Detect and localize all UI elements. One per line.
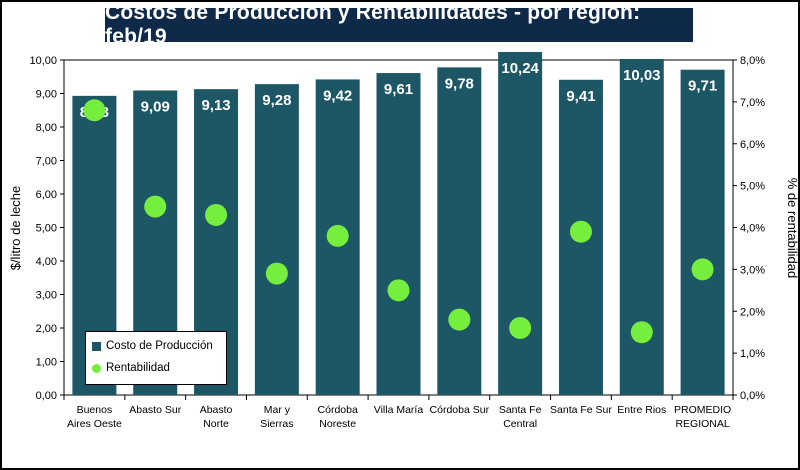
rentabilidad-point (569, 220, 592, 243)
y2-tick-label: 1,0% (740, 348, 765, 360)
category-label: Córdoba (318, 404, 358, 416)
rentabilidad-point (83, 99, 106, 122)
category-label: Central (503, 418, 537, 430)
legend-label-cost: Costo de Producción (106, 340, 213, 352)
bar-value-label: 9,41 (566, 88, 595, 105)
y-tick-label: 7,00 (36, 156, 57, 168)
y-tick-label: 3,00 (36, 290, 57, 302)
category-label: PROMEDIO (674, 404, 731, 416)
category-label: Abasto Sur (129, 404, 181, 416)
y2-axis-title: % de rentabilidad (785, 178, 800, 278)
bar-value-label: 9,71 (688, 78, 717, 95)
y-tick-label: 1,00 (36, 357, 57, 369)
category-label: Noreste (319, 418, 356, 430)
rentabilidad-point (448, 308, 471, 331)
y2-tick-label: 2,0% (740, 306, 765, 318)
bar (619, 58, 664, 396)
y-axis-title: $/litro de leche (8, 186, 23, 271)
legend-label-rentabilidad: Rentabilidad (106, 362, 170, 374)
legend: Costo de Producción Rentabilidad (85, 331, 227, 385)
category-label: Norte (203, 418, 229, 430)
rentabilidad-point (630, 321, 653, 344)
category-label: Santa Fe Sur (550, 404, 612, 416)
category-label: Abasto (200, 404, 233, 416)
y2-tick-label: 8,0% (740, 55, 765, 67)
bar (376, 73, 421, 395)
y-tick-label: 10,00 (29, 55, 57, 67)
y-tick-label: 4,00 (36, 256, 57, 268)
y2-tick-label: 5,0% (740, 181, 765, 193)
bar (254, 84, 299, 396)
rentabilidad-point (205, 203, 228, 226)
rentabilidad-point (509, 317, 532, 339)
y2-tick-label: 6,0% (740, 139, 765, 151)
rentabilidad-point (265, 262, 288, 285)
rentabilidad-point (691, 258, 714, 281)
bar (437, 67, 482, 396)
bar-value-label: 9,61 (384, 81, 413, 98)
bar-value-label: 9,13 (201, 97, 230, 114)
category-label: Villa María (374, 404, 424, 416)
rentabilidad-point (326, 224, 349, 247)
y2-tick-label: 7,0% (740, 97, 765, 109)
rentabilidad-point (144, 195, 167, 218)
y-tick-label: 5,00 (36, 223, 57, 235)
legend-swatch-cost (92, 341, 101, 351)
category-label: Buenos (77, 404, 113, 416)
category-label: Santa Fe (499, 404, 542, 416)
y-tick-label: 0,00 (36, 390, 57, 402)
bar-value-label: 9,42 (323, 87, 352, 104)
category-label: Mar y (264, 404, 291, 416)
bar-value-label: 10,03 (623, 67, 661, 84)
y-tick-label: 8,00 (36, 122, 57, 134)
bar-value-label: 9,09 (141, 98, 170, 115)
y2-tick-label: 3,0% (740, 264, 765, 276)
y-tick-label: 6,00 (36, 189, 57, 201)
y-tick-label: 2,00 (36, 323, 57, 335)
bar-value-label: 10,24 (501, 60, 539, 77)
y2-tick-label: 4,0% (740, 223, 765, 235)
category-label: Entre Rios (617, 404, 666, 416)
bar (498, 51, 543, 396)
y2-tick-label: 0,0% (740, 390, 765, 402)
category-label: Córdoba Sur (430, 404, 490, 416)
category-label: Aires Oeste (67, 418, 122, 430)
bar-value-label: 9,28 (262, 92, 291, 109)
category-label: REGIONAL (675, 418, 729, 430)
y-tick-label: 9,00 (36, 89, 57, 101)
bar (680, 69, 725, 395)
category-label: Sierras (260, 418, 293, 430)
legend-item-rentabilidad: Rentabilidad (92, 362, 170, 374)
rentabilidad-point (387, 279, 410, 302)
legend-item-cost: Costo de Producción (92, 340, 213, 352)
legend-swatch-rentabilidad (92, 363, 101, 373)
bar-value-label: 9,78 (445, 75, 474, 92)
